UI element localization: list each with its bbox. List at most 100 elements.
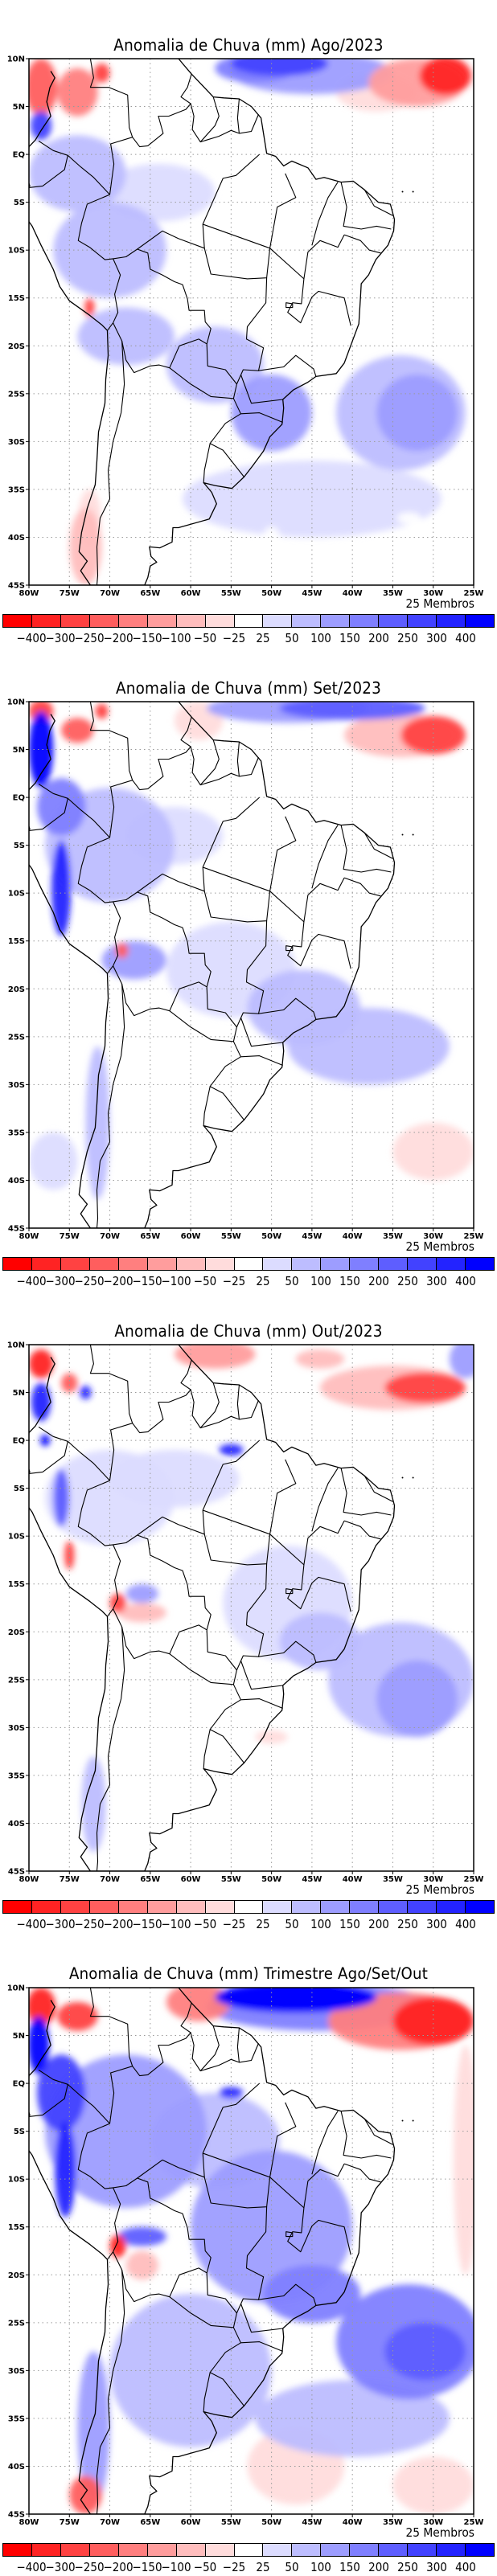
- colorbar: [2, 2543, 495, 2557]
- anomaly-blob: [295, 1349, 345, 1369]
- political-border: [236, 277, 268, 385]
- colorbar-box: [379, 2544, 409, 2556]
- colorbar-label: −200: [103, 1917, 133, 1931]
- lat-tick-label: EQ: [13, 1437, 25, 1446]
- anomaly-blob: [109, 1450, 240, 1508]
- colorbar-label: 50: [285, 631, 299, 645]
- panel-title: Anomalia de Chuva (mm) Set/2023: [115, 678, 382, 698]
- colorbar-box: [408, 1258, 437, 1270]
- lat-tick-label: 15S: [8, 294, 25, 303]
- anomaly-blob: [255, 1730, 288, 1744]
- colorbar-label: 300: [426, 1917, 447, 1931]
- anomaly-map-panel-3: Anomalia de Chuva (mm) Out/2023 10N 5N EQ 5…: [0, 1286, 497, 1931]
- colorbar-label: 25: [256, 2560, 270, 2574]
- political-border: [311, 1468, 339, 1532]
- anomaly-blob: [392, 1997, 474, 2046]
- colorbar-box: [379, 1258, 409, 1270]
- anomaly-blob: [453, 2045, 474, 2275]
- colorbar-label: −50: [193, 631, 217, 645]
- political-border: [77, 837, 121, 974]
- political-border: [240, 1698, 283, 1710]
- colorbar-box: [3, 615, 32, 627]
- lat-tick-label: 25S: [8, 2319, 25, 2328]
- political-border: [236, 98, 240, 133]
- colorbar-label: 250: [397, 2560, 418, 2574]
- anomaly-blob: [125, 1583, 158, 1603]
- island-marker: [412, 2119, 414, 2122]
- colorbar-label: 50: [285, 1274, 299, 1288]
- colorbar-box: [60, 2544, 90, 2556]
- island-marker: [412, 1476, 414, 1479]
- panel-title: Anomalia de Chuva (mm) Ago/2023: [113, 35, 384, 55]
- anomaly-blob: [31, 111, 52, 141]
- political-border: [199, 96, 220, 142]
- anomaly-blob: [51, 840, 72, 936]
- colorbar-box: [350, 615, 380, 627]
- lon-tick-label: 65W: [140, 2518, 160, 2527]
- lon-tick-label: 30W: [423, 589, 443, 598]
- anomaly-blob: [77, 307, 175, 366]
- political-border: [137, 797, 260, 893]
- lon-tick-label: 35W: [383, 589, 403, 598]
- lat-tick-label: 5S: [14, 1485, 25, 1493]
- colorbar-label: 150: [339, 1274, 360, 1288]
- lon-tick-label: 55W: [221, 1232, 241, 1241]
- colorbar-label: 400: [455, 1274, 476, 1288]
- lat-tick-label: 5N: [13, 746, 25, 755]
- anomaly-blob: [29, 2016, 50, 2074]
- lat-tick-label: 10S: [8, 247, 25, 256]
- colorbar-box: [292, 2544, 322, 2556]
- colorbar-box: [350, 1901, 380, 1913]
- political-border: [285, 1588, 294, 1595]
- colorbar-box: [408, 1901, 437, 1913]
- anomaly-blob: [215, 1988, 377, 2013]
- anomaly-blob: [255, 1742, 385, 1771]
- political-border: [132, 2002, 192, 2077]
- anomaly-field: [29, 1345, 474, 1871]
- political-border: [240, 1017, 283, 1047]
- lon-tick-label: 75W: [60, 1232, 80, 1241]
- lon-tick-label: 70W: [100, 2518, 120, 2527]
- anomaly-blob: [29, 711, 54, 788]
- political-border: [169, 2272, 237, 2328]
- political-border: [258, 2283, 317, 2306]
- colorbar-label: −25: [222, 1274, 246, 1288]
- ensemble-members-label: 25 Membros: [405, 1239, 474, 1254]
- lon-tick-label: 25W: [464, 2518, 484, 2527]
- anomaly-blob: [57, 68, 98, 117]
- colorbar-labels: −400 −300 −250 −200 −150 −100 −50 −25 25 50 100 150…: [0, 1274, 497, 1290]
- political-border: [364, 832, 393, 859]
- lon-tick-label: 80W: [19, 1232, 39, 1241]
- colorbar-box: [3, 2544, 32, 2556]
- political-border: [287, 921, 351, 969]
- colorbar-box: [437, 2544, 466, 2556]
- island-marker: [401, 190, 404, 193]
- political-border: [169, 986, 237, 1042]
- colorbar-label: −200: [103, 631, 133, 645]
- political-border: [258, 354, 317, 377]
- political-border: [113, 1534, 212, 1631]
- colorbar-box: [31, 2544, 61, 2556]
- lon-tick-label: 45W: [302, 1232, 322, 1241]
- colorbar-box: [205, 2544, 235, 2556]
- political-border: [240, 1055, 283, 1067]
- colorbar-label: −150: [132, 1274, 162, 1288]
- political-border: [209, 1684, 244, 1763]
- political-border: [137, 154, 260, 250]
- colorbar-label: −400: [16, 2560, 47, 2574]
- colorbar-box: [31, 1258, 61, 1270]
- colorbar: [2, 1257, 495, 1271]
- political-border: [199, 739, 220, 785]
- political-border: [209, 2327, 244, 2406]
- political-border: [77, 194, 121, 331]
- colorbar-box: [89, 2544, 119, 2556]
- lon-tick-label: 80W: [19, 2518, 39, 2527]
- graticule: [29, 1988, 474, 2514]
- political-border: [29, 140, 68, 188]
- political-border: [340, 1468, 392, 1516]
- colorbar-label: 100: [310, 2560, 331, 2574]
- political-border: [190, 103, 260, 143]
- colorbar-label: 300: [426, 2560, 447, 2574]
- ensemble-members-label: 25 Membros: [405, 596, 474, 611]
- anomaly-blob: [53, 1468, 70, 1527]
